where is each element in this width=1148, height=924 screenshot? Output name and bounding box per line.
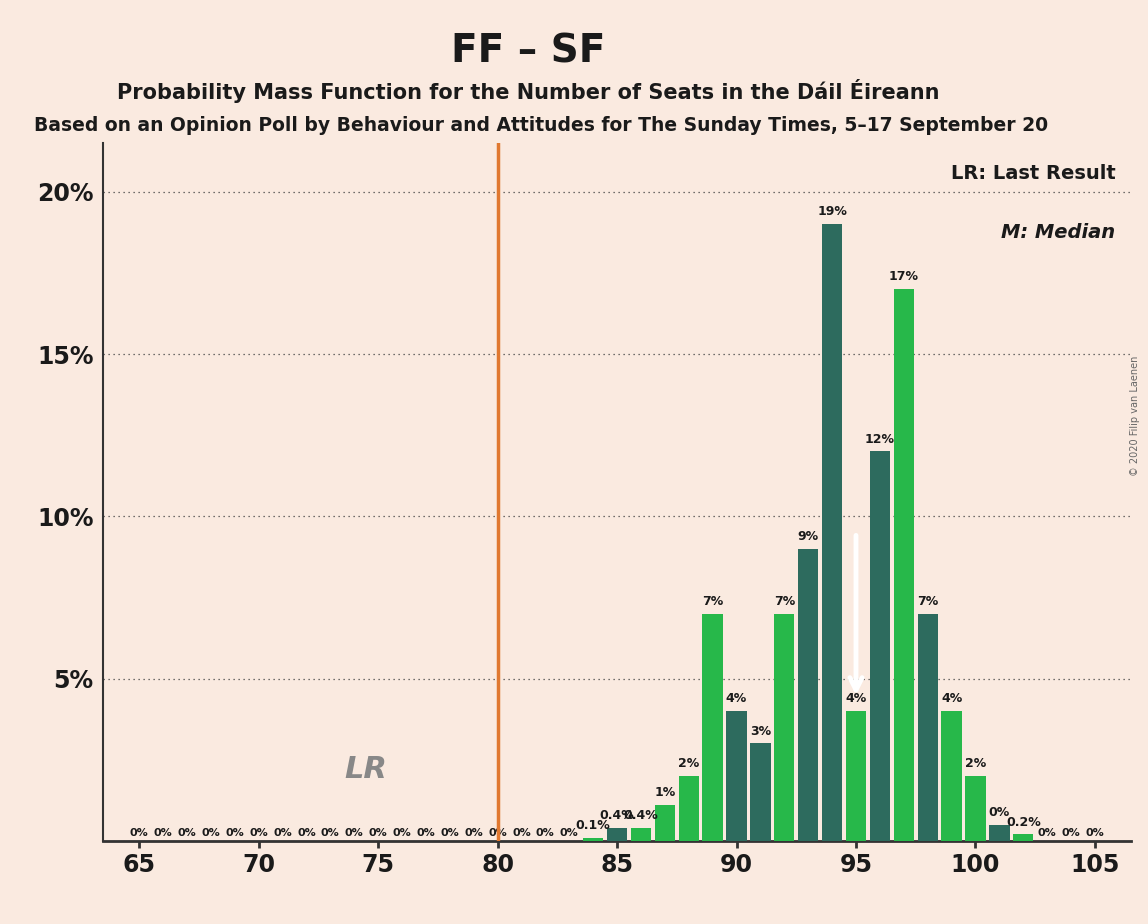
Text: 0%: 0% bbox=[130, 828, 148, 838]
Bar bbox=[751, 744, 770, 841]
Bar bbox=[941, 711, 962, 841]
Text: 0%: 0% bbox=[536, 828, 554, 838]
Text: 0%: 0% bbox=[249, 828, 267, 838]
Text: 0%: 0% bbox=[441, 828, 459, 838]
Text: 0%: 0% bbox=[369, 828, 388, 838]
Text: 4%: 4% bbox=[941, 692, 962, 705]
Text: 4%: 4% bbox=[726, 692, 747, 705]
Text: 0%: 0% bbox=[988, 806, 1010, 819]
Text: 1%: 1% bbox=[654, 786, 675, 799]
Text: 0%: 0% bbox=[464, 828, 483, 838]
Bar bbox=[990, 824, 1009, 841]
Text: 0%: 0% bbox=[273, 828, 292, 838]
Text: 0%: 0% bbox=[225, 828, 245, 838]
Bar bbox=[630, 828, 651, 841]
Text: 19%: 19% bbox=[817, 205, 847, 218]
Bar bbox=[893, 289, 914, 841]
Text: 0%: 0% bbox=[201, 828, 220, 838]
Text: 0%: 0% bbox=[1062, 828, 1080, 838]
Text: 0%: 0% bbox=[297, 828, 316, 838]
Text: 12%: 12% bbox=[864, 432, 895, 445]
Bar bbox=[703, 614, 723, 841]
Text: 17%: 17% bbox=[889, 271, 918, 284]
Text: 0%: 0% bbox=[1086, 828, 1104, 838]
Text: 0%: 0% bbox=[321, 828, 340, 838]
Text: 0.4%: 0.4% bbox=[623, 809, 658, 822]
Text: 0%: 0% bbox=[178, 828, 196, 838]
Bar bbox=[846, 711, 866, 841]
Text: Probability Mass Function for the Number of Seats in the Dáil Éireann: Probability Mass Function for the Number… bbox=[117, 79, 939, 103]
Text: 0%: 0% bbox=[1038, 828, 1056, 838]
Text: 0.1%: 0.1% bbox=[576, 819, 611, 832]
Bar bbox=[965, 776, 986, 841]
Text: 7%: 7% bbox=[917, 595, 938, 608]
Text: 0%: 0% bbox=[344, 828, 364, 838]
Bar bbox=[678, 776, 699, 841]
Text: © 2020 Filip van Laenen: © 2020 Filip van Laenen bbox=[1130, 356, 1140, 476]
Text: 3%: 3% bbox=[750, 724, 771, 737]
Text: 0%: 0% bbox=[154, 828, 172, 838]
Text: LR: LR bbox=[344, 755, 388, 784]
Text: 0.2%: 0.2% bbox=[1006, 816, 1040, 829]
Bar bbox=[917, 614, 938, 841]
Bar bbox=[798, 549, 819, 841]
Text: FF – SF: FF – SF bbox=[451, 32, 605, 70]
Text: LR: Last Result: LR: Last Result bbox=[951, 164, 1116, 183]
Text: 7%: 7% bbox=[774, 595, 794, 608]
Bar bbox=[774, 614, 794, 841]
Bar bbox=[870, 452, 890, 841]
Text: M: Median: M: Median bbox=[1001, 224, 1116, 242]
Bar bbox=[607, 828, 627, 841]
Text: 2%: 2% bbox=[678, 757, 699, 770]
Text: 9%: 9% bbox=[798, 530, 819, 543]
Bar bbox=[1013, 834, 1033, 841]
Text: 0.4%: 0.4% bbox=[599, 809, 635, 822]
Text: 0%: 0% bbox=[488, 828, 507, 838]
Text: 0%: 0% bbox=[560, 828, 579, 838]
Bar bbox=[822, 225, 843, 841]
Text: 2%: 2% bbox=[964, 757, 986, 770]
Bar bbox=[727, 711, 746, 841]
Text: 0%: 0% bbox=[512, 828, 530, 838]
Text: 7%: 7% bbox=[703, 595, 723, 608]
Text: 0%: 0% bbox=[417, 828, 435, 838]
Bar bbox=[583, 837, 604, 841]
Text: 4%: 4% bbox=[845, 692, 867, 705]
Text: Based on an Opinion Poll by Behaviour and Attitudes for The Sunday Times, 5–17 S: Based on an Opinion Poll by Behaviour an… bbox=[34, 116, 1048, 136]
Text: 0%: 0% bbox=[393, 828, 411, 838]
Bar bbox=[654, 805, 675, 841]
